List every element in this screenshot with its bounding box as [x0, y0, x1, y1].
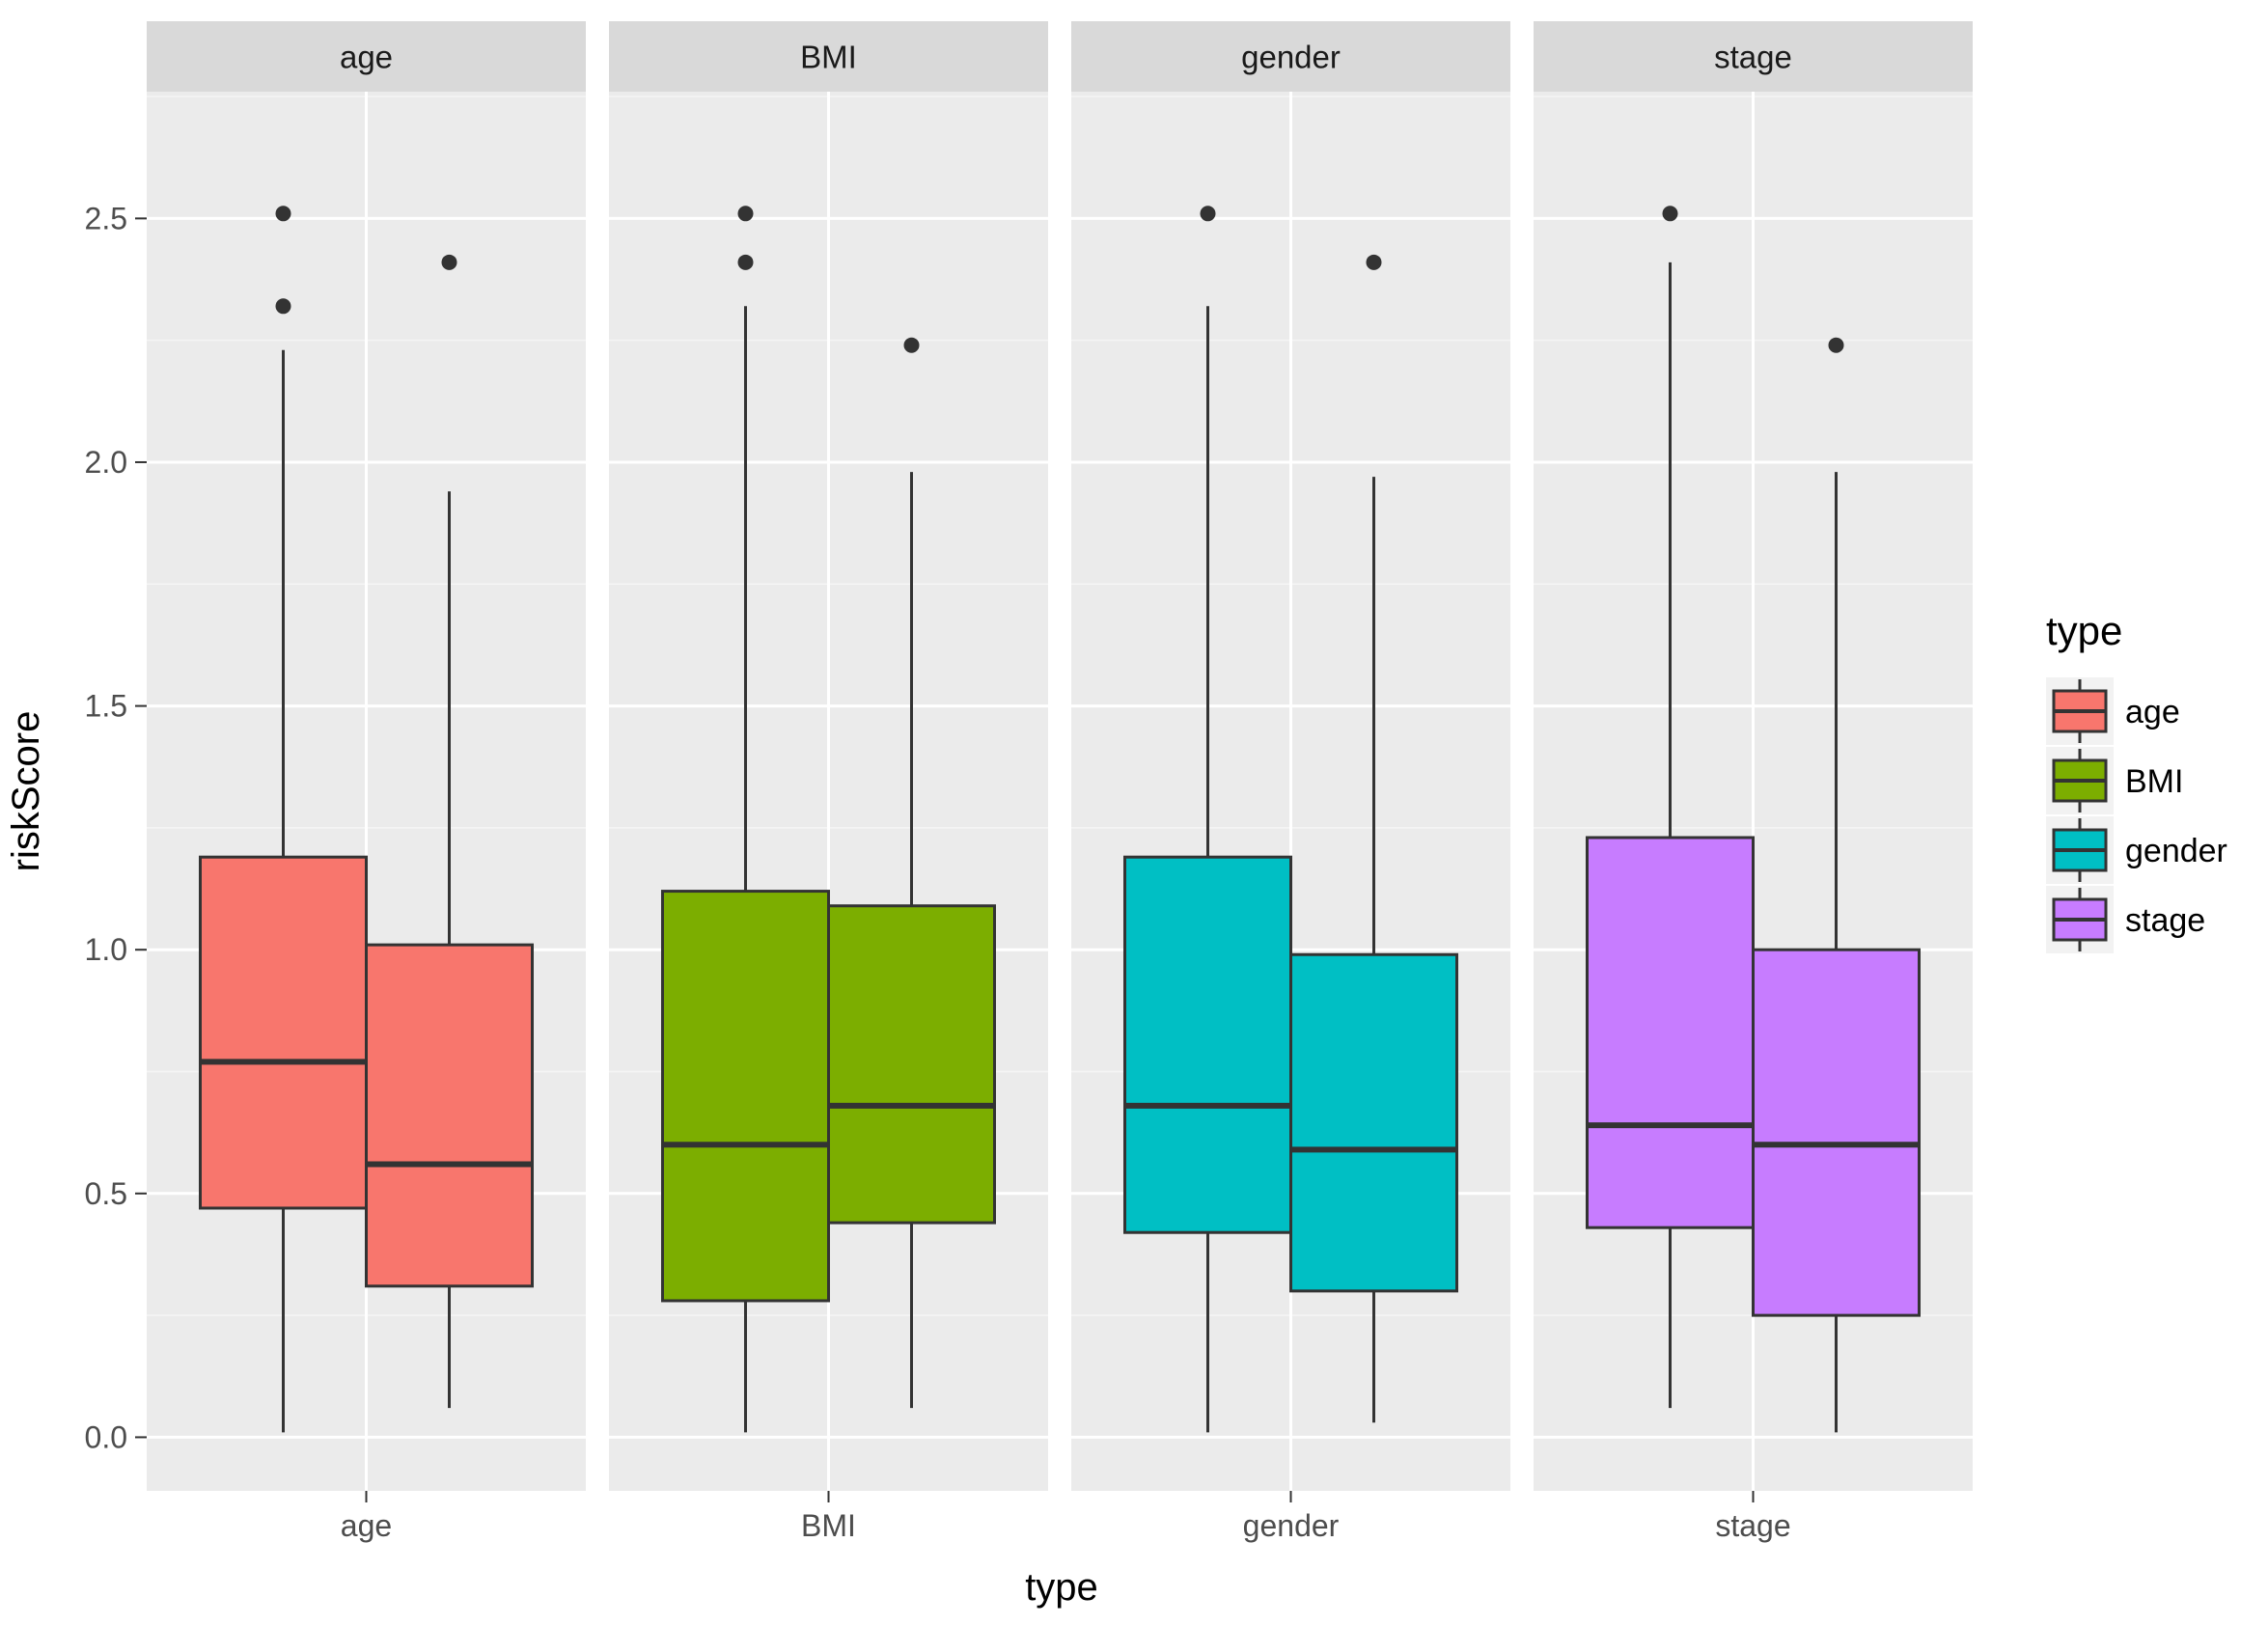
outlier-point — [737, 206, 754, 222]
outlier-point — [275, 298, 291, 315]
legend-title: type — [2046, 608, 2122, 653]
outlier-point — [1662, 206, 1678, 222]
box-gender-1 — [1123, 206, 1292, 1433]
facet-panels: age age BMI BMI gender gender stage stage — [147, 21, 1973, 1543]
facet-strip-label: gender — [1241, 40, 1341, 75]
box-iqr — [365, 943, 534, 1288]
legend-label: age — [2125, 694, 2180, 730]
y-tick-label: 0.5 — [85, 1176, 127, 1211]
box-iqr — [1752, 948, 1921, 1317]
box-stage-1 — [1586, 206, 1755, 1409]
facet-panel-age: age age — [147, 21, 586, 1543]
box-age-2 — [365, 254, 534, 1409]
y-tick-label: 1.5 — [85, 689, 127, 724]
legend-item-stage: stage — [2046, 886, 2205, 953]
legend-item-age: age — [2046, 677, 2180, 745]
facet-strip-label: age — [340, 40, 393, 75]
legend-label: BMI — [2125, 763, 2183, 800]
outlier-point — [737, 254, 754, 270]
x-tick-label: age — [341, 1508, 392, 1543]
facet-strip-label: stage — [1714, 40, 1792, 75]
y-axis-title: riskScore — [5, 711, 47, 872]
legend-item-gender: gender — [2046, 816, 2227, 884]
x-tick-label: stage — [1715, 1508, 1790, 1543]
box-stage-2 — [1752, 337, 1921, 1433]
box-iqr — [199, 855, 368, 1210]
facet-panel-stage: stage stage — [1534, 21, 1973, 1543]
outlier-point — [1828, 337, 1844, 353]
y-axis: 0.0 0.5 1.0 1.5 2.0 2.5 — [85, 201, 147, 1454]
legend-label: gender — [2125, 833, 2227, 869]
box-bmi-2 — [827, 337, 996, 1409]
y-tick-label: 0.0 — [85, 1419, 127, 1454]
x-tick-label: BMI — [801, 1508, 856, 1543]
y-tick-label: 1.0 — [85, 932, 127, 967]
x-tick-label: gender — [1243, 1508, 1340, 1543]
box-iqr — [1289, 952, 1458, 1293]
outlier-point — [441, 254, 457, 270]
facet-strip-label: BMI — [800, 40, 857, 75]
facet-panel-bmi: BMI BMI — [609, 21, 1048, 1543]
y-tick-label: 2.5 — [85, 201, 127, 235]
box-bmi-1 — [661, 206, 830, 1433]
legend-item-bmi: BMI — [2046, 747, 2183, 814]
facet-strip — [1071, 21, 1510, 92]
legend: type age BMI gender stage — [2046, 608, 2227, 953]
box-iqr — [1586, 836, 1755, 1229]
outlier-point — [275, 206, 291, 222]
box-gender-2 — [1289, 254, 1458, 1423]
x-axis-title: type — [1025, 1566, 1098, 1609]
outlier-point — [1200, 206, 1216, 222]
y-tick-label: 2.0 — [85, 445, 127, 480]
outlier-point — [1366, 254, 1382, 270]
box-iqr — [1123, 855, 1292, 1234]
facet-strip — [1534, 21, 1973, 92]
box-iqr — [827, 904, 996, 1225]
outlier-point — [903, 337, 920, 353]
legend-label: stage — [2125, 902, 2205, 939]
facet-panel-gender: gender gender — [1071, 21, 1510, 1543]
facet-strip — [147, 21, 586, 92]
box-iqr — [661, 890, 830, 1303]
facet-strip — [609, 21, 1048, 92]
